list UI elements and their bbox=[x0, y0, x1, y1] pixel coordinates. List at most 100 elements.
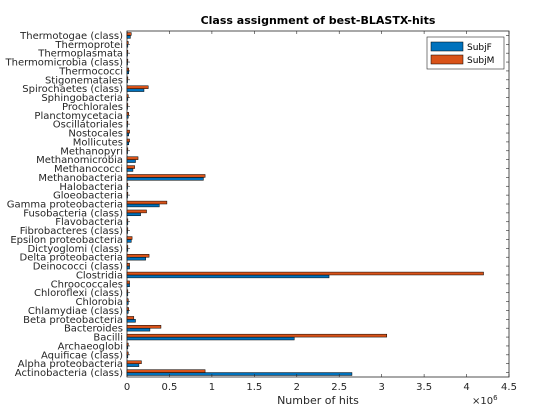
legend-swatch-subjf bbox=[430, 41, 464, 52]
bar-subjf-oscillatoriales bbox=[126, 123, 128, 128]
y-tick-label: Epsilon proteobacteria bbox=[10, 235, 123, 246]
bar-subjf-flavobacteria bbox=[126, 221, 129, 225]
bar-subjf-chlamydiae-class bbox=[126, 310, 129, 314]
x-tick-label: 3 bbox=[378, 382, 384, 393]
y-tick-label: Deinococci (class) bbox=[33, 262, 123, 273]
bar-subjm-nostocales bbox=[126, 129, 130, 134]
bar-subjm-archaeoglobi bbox=[126, 342, 129, 347]
y-tick-label: Beta proteobacteria bbox=[23, 315, 123, 326]
plot-area bbox=[126, 30, 510, 378]
bar-subjm-planctomycetacia bbox=[126, 112, 129, 116]
bar-group bbox=[126, 32, 484, 376]
bar-subjm-thermococci bbox=[126, 67, 129, 72]
y-tick-label: Methanopyri bbox=[60, 146, 123, 157]
bar-subjm-aquificae-class bbox=[126, 351, 129, 356]
x-tick-label: 2 bbox=[294, 382, 300, 393]
y-tick-label: Archaeoglobi bbox=[58, 341, 123, 352]
bar-subjf-methanococci bbox=[126, 168, 134, 172]
bar-subjf-thermoplasmata bbox=[126, 52, 128, 57]
bar-subjm-dictyoglomi-class bbox=[126, 245, 129, 249]
chart-title: Class assignment of best-BLASTX-hits bbox=[201, 14, 436, 27]
y-tick-label: Fibrobacteres (class) bbox=[20, 226, 123, 237]
bar-subjm-chloroflexi-class bbox=[126, 289, 129, 293]
bar-subjf-chlorobia bbox=[126, 301, 129, 305]
bar-subjf-dictyoglomi-class bbox=[126, 248, 129, 252]
bar-subjf-thermomicrobia-class bbox=[126, 61, 128, 66]
bar-subjm-flavobacteria bbox=[126, 218, 129, 222]
x-tick-label: 0 bbox=[124, 382, 130, 393]
bar-subjm-prochlorales bbox=[126, 103, 129, 107]
y-tick-label: Chroococcales bbox=[51, 279, 123, 290]
bar-subjm-fibrobacteres-class bbox=[126, 227, 129, 231]
bar-subjm-stigonematales bbox=[126, 76, 129, 81]
bar-subjf-chloroflexi-class bbox=[126, 292, 129, 296]
y-tick-label: Fusobacteria (class) bbox=[23, 208, 123, 219]
x-tick-label: 2.5 bbox=[331, 382, 347, 393]
bar-subjm-methanopyri bbox=[126, 147, 129, 152]
bar-subjm-delta-proteobacteria bbox=[126, 254, 150, 258]
bar-subjm-methanococci bbox=[126, 165, 135, 169]
y-tick-label: Thermococci bbox=[58, 66, 123, 77]
y-tick-label: Prochlorales bbox=[62, 102, 123, 113]
bar-subjf-fusobacteria-class bbox=[126, 212, 141, 217]
bar-subjm-alpha-proteobacteria bbox=[126, 360, 142, 364]
bar-subjf-spirochaetes-class bbox=[126, 88, 145, 92]
legend-swatch-subjm bbox=[430, 54, 464, 65]
y-tick-label: Spirochaetes (class) bbox=[22, 84, 123, 95]
x-axis-multiplier-exponent: 6 bbox=[493, 394, 498, 402]
bar-subjf-methanomicrobia bbox=[126, 159, 136, 163]
y-tick-label: Thermotogae (class) bbox=[19, 31, 123, 42]
y-axis: Actinobacteria (class)Alpha proteobacter… bbox=[5, 31, 509, 379]
bar-subjm-beta-proteobacteria bbox=[126, 316, 135, 320]
bar-subjm-deinococci-class bbox=[126, 262, 130, 267]
bar-subjf-fibrobacteres-class bbox=[126, 230, 128, 234]
bar-subjf-sphingobacteria bbox=[126, 97, 129, 101]
bar-subjf-methanopyri bbox=[126, 150, 128, 154]
bar-subjf-bacilli bbox=[126, 336, 295, 341]
bar-subjm-thermomicrobia-class bbox=[126, 58, 129, 63]
bar-subjm-chlorobia bbox=[126, 298, 129, 302]
y-tick-label: Alpha proteobacteria bbox=[18, 359, 123, 370]
y-tick-label: Delta proteobacteria bbox=[20, 253, 123, 264]
bar-subjf-delta-proteobacteria bbox=[126, 256, 146, 261]
bar-subjf-aquificae-class bbox=[126, 354, 129, 358]
bar-subjf-clostridia bbox=[126, 274, 330, 279]
x-tick-label: 1.5 bbox=[246, 382, 262, 393]
bar-subjf-halobacteria bbox=[126, 186, 128, 190]
bar-subjm-gamma-proteobacteria bbox=[126, 200, 168, 205]
x-tick-label: 4.5 bbox=[501, 382, 517, 393]
bar-subjf-thermoprotei bbox=[126, 44, 129, 48]
bar-subjm-thermotogae-class bbox=[126, 32, 132, 36]
bar-subjm-chroococcales bbox=[126, 280, 130, 285]
y-tick-label: Stigonematales bbox=[45, 75, 123, 86]
y-tick-label: Methanomicrobia bbox=[36, 155, 123, 166]
bar-subjm-epsilon-proteobacteria bbox=[126, 236, 133, 240]
y-tick-label: Mollicutes bbox=[73, 137, 123, 148]
bar-subjm-methanobacteria bbox=[126, 174, 206, 178]
bar-subjf-thermotogae-class bbox=[126, 35, 131, 39]
y-tick-label: Bacilli bbox=[93, 333, 123, 344]
bar-subjf-mollicutes bbox=[126, 141, 129, 146]
y-tick-label: Sphingobacteria bbox=[41, 93, 123, 104]
bar-subjm-spirochaetes-class bbox=[126, 85, 149, 89]
bar-subjm-clostridia bbox=[126, 271, 484, 276]
legend-label-subjm: SubjM bbox=[467, 56, 494, 66]
y-tick-label: Gloeobacteria bbox=[53, 191, 123, 202]
x-tick-label: 3.5 bbox=[416, 382, 432, 393]
y-tick-label: Dictyoglomi (class) bbox=[27, 244, 123, 255]
bar-subjm-halobacteria bbox=[126, 183, 129, 187]
x-axis-label: Number of hits bbox=[277, 394, 359, 407]
bar-subjm-thermoprotei bbox=[126, 41, 129, 45]
bar-subjm-bacteroides bbox=[126, 325, 162, 329]
y-tick-label: Thermoplasmata bbox=[37, 49, 123, 60]
bar-subjf-thermococci bbox=[126, 70, 129, 75]
bar-subjm-gloeobacteria bbox=[126, 191, 129, 196]
y-tick-label: Chlamydiae (class) bbox=[28, 306, 123, 317]
bar-subjf-archaeoglobi bbox=[126, 345, 129, 350]
bar-subjf-methanobacteria bbox=[126, 177, 204, 181]
bar-subjf-alpha-proteobacteria bbox=[126, 363, 140, 367]
y-tick-label: Chlorobia bbox=[76, 297, 123, 308]
y-tick-label: Chloroflexi (class) bbox=[34, 288, 123, 299]
bar-subjm-actinobacteria-class bbox=[126, 369, 206, 373]
